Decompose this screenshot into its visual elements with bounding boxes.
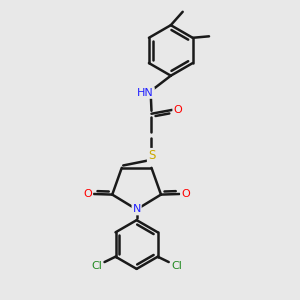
Text: O: O bbox=[83, 189, 92, 199]
Text: HN: HN bbox=[137, 88, 154, 98]
Text: Cl: Cl bbox=[91, 261, 102, 271]
Text: S: S bbox=[148, 149, 155, 162]
Text: O: O bbox=[181, 189, 190, 199]
Text: O: O bbox=[173, 105, 182, 115]
Text: N: N bbox=[132, 204, 141, 214]
Text: Cl: Cl bbox=[171, 261, 182, 271]
